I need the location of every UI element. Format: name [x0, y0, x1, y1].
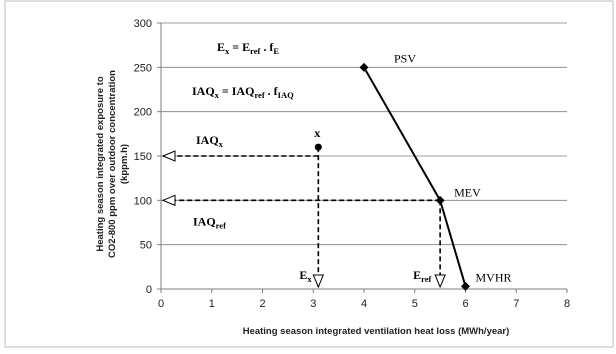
- point-label-x: x: [314, 126, 320, 140]
- y-axis-title-line-2: (kppm.h): [119, 144, 130, 184]
- iaq-ref-label: IAQref: [193, 214, 226, 230]
- iaq-x-label: IAQx: [196, 133, 224, 149]
- iaq-ref-arrowhead: [161, 194, 176, 207]
- point-label-mev: MEV: [454, 185, 481, 199]
- x-tick-label: 6: [462, 298, 468, 310]
- equation-1: IAQx = IAQref . fIAQ: [192, 84, 294, 100]
- y-tick-label: 0: [146, 284, 152, 296]
- y-axis-title-line-0: Heating season integrated exposure to: [95, 76, 106, 251]
- y-tick-label: 50: [140, 240, 152, 252]
- y-tick-label: 150: [134, 151, 152, 163]
- y-tick-label: 100: [134, 195, 152, 207]
- y-tick-label: 200: [134, 107, 152, 119]
- x-tick-label: 3: [310, 298, 316, 310]
- e-ref-arrowhead: [434, 274, 446, 289]
- e-x-arrowhead: [312, 274, 325, 289]
- y-tick-label: 250: [134, 62, 152, 74]
- data-point-mev: [435, 195, 445, 205]
- x-tick-label: 1: [209, 298, 215, 310]
- iaq-x-arrowhead: [161, 150, 176, 162]
- equation-0: Ex = Eref . fE: [217, 40, 279, 56]
- y-tick-label: 300: [134, 18, 152, 30]
- x-axis-title: Heating season integrated ventilation he…: [243, 326, 510, 337]
- data-point-mvhr: [461, 281, 470, 291]
- x-tick-label: 0: [158, 298, 164, 310]
- data-point-psv: [359, 62, 369, 72]
- data-point-x: [314, 143, 322, 151]
- x-tick-label: 7: [513, 298, 519, 310]
- point-label-mvhr: MVHR: [476, 270, 512, 284]
- annotation-group: PSV MEV MVHR x Ex = Eref . fE IAQx = IAQref .…: [192, 40, 512, 284]
- axis-titles: Heating season integrated ventilation he…: [95, 70, 509, 337]
- e-ref-label: Eref: [413, 268, 431, 284]
- y-axis-title-line-1: CO2-800 ppm over outdoor concentration: [107, 70, 118, 258]
- x-tick-label: 5: [412, 298, 418, 310]
- x-tick-label: 4: [361, 298, 367, 310]
- x-tick-label: 2: [259, 298, 265, 310]
- e-x-label: Ex: [299, 268, 312, 284]
- point-label-psv: PSV: [394, 51, 416, 65]
- guide-lines: [161, 147, 446, 289]
- x-tick-label: 8: [564, 298, 570, 310]
- tick-labels: 0 1 2 3 4 5 6 7 8 0 50 100 150 200 250 300: [134, 18, 570, 310]
- series-group: [314, 62, 470, 291]
